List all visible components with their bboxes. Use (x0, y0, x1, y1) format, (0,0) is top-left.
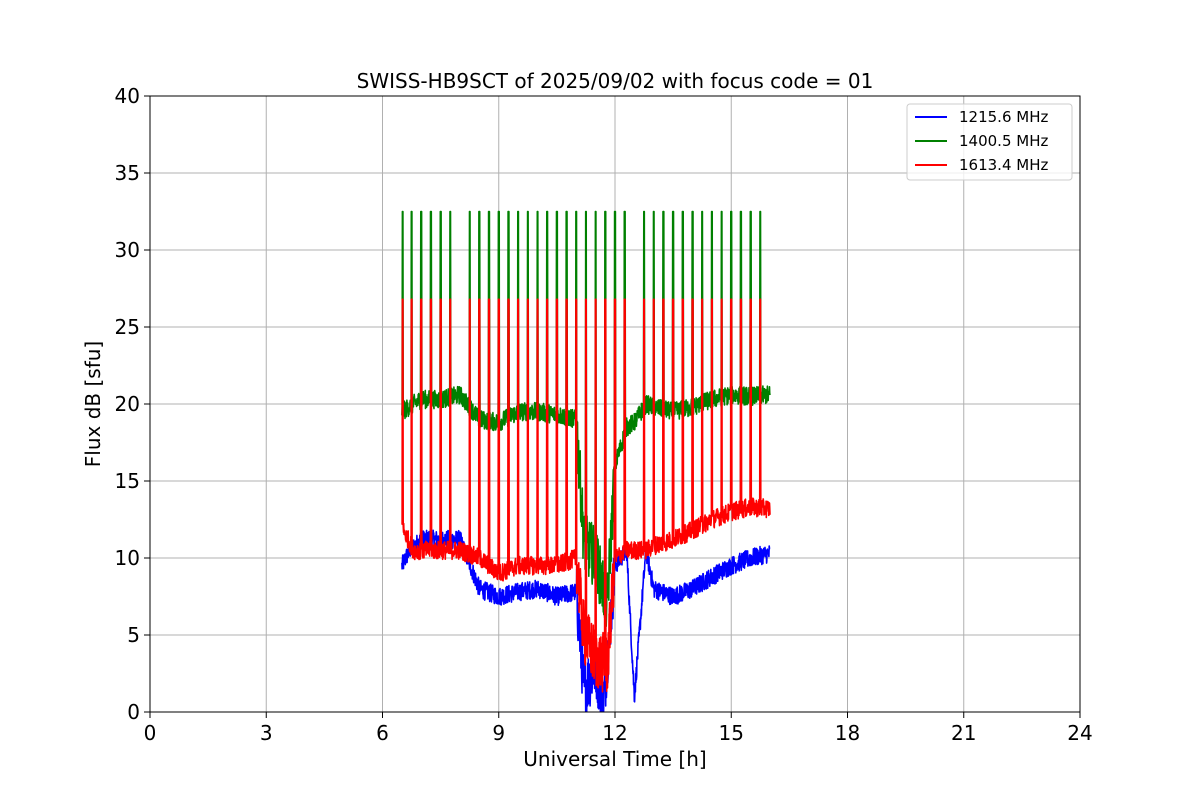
y-tick-label: 25 (115, 315, 140, 339)
x-tick-label: 15 (719, 721, 744, 745)
x-axis-label: Universal Time [h] (523, 747, 706, 771)
y-tick-label: 20 (115, 392, 140, 416)
x-tick-label: 0 (144, 721, 157, 745)
x-axis: 0 3 6 9 12 15 18 21 24 (144, 712, 1093, 745)
legend-label: 1613.4 MHz (959, 156, 1048, 174)
plot-series (401, 210, 771, 712)
y-tick-label: 30 (115, 238, 140, 262)
x-tick-label: 3 (260, 721, 273, 745)
legend-label: 1215.6 MHz (959, 108, 1048, 126)
y-tick-label: 10 (115, 546, 140, 570)
x-tick-label: 12 (602, 721, 627, 745)
y-tick-label: 40 (115, 84, 140, 108)
x-tick-label: 21 (951, 721, 976, 745)
y-axis-label: Flux dB [sfu] (81, 341, 105, 467)
series-line-2 (401, 298, 771, 693)
x-tick-label: 24 (1067, 721, 1092, 745)
legend-label: 1400.5 MHz (959, 132, 1048, 150)
x-tick-label: 6 (376, 721, 389, 745)
chart-title: SWISS-HB9SCT of 2025/09/02 with focus co… (357, 69, 874, 93)
legend: 1215.6 MHz 1400.5 MHz 1613.4 MHz (906, 103, 1073, 181)
legend-box (906, 103, 1073, 181)
x-tick-label: 18 (835, 721, 860, 745)
y-tick-label: 15 (115, 469, 140, 493)
y-tick-label: 35 (115, 161, 140, 185)
y-tick-label: 0 (127, 700, 140, 724)
y-tick-label: 5 (127, 623, 140, 647)
y-axis: 0 5 10 15 20 25 30 35 40 (115, 84, 150, 724)
series-line-1 (401, 210, 771, 627)
x-tick-label: 9 (492, 721, 505, 745)
